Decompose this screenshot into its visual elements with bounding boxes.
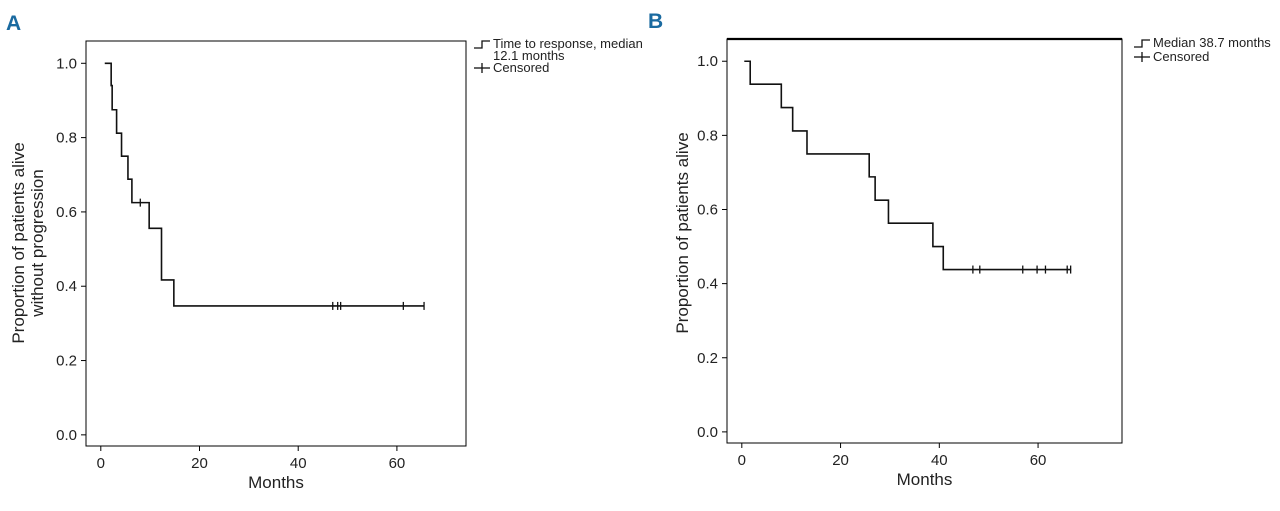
y-tick-label: 0.4 [56,278,77,295]
legend-step-symbol [1134,39,1150,48]
y-tick-label: 1.0 [56,55,77,72]
legend-label: Censored [493,60,549,75]
x-axis-title: Months [897,470,953,489]
x-axis-title: Months [248,473,304,492]
legend-step-symbol [474,40,490,49]
x-tick-label: 0 [97,455,105,472]
legend-label: 12.1 months [493,48,565,63]
legend-label: Time to response, median [493,36,643,51]
y-axis-title: Proportion of patients alive [673,132,692,333]
survival-step-line [744,60,1072,271]
y-tick-label: 0.0 [56,427,77,444]
y-tick-label: 0.6 [697,201,718,218]
legend-label: Censored [1153,49,1209,64]
y-tick-label: 0.2 [56,353,77,370]
y-tick-label: 0.2 [697,350,718,367]
panel-letter: B [648,10,663,33]
y-axis-title-line: Proportion of patients alive [9,142,28,343]
x-tick-label: 20 [191,455,208,472]
x-tick-label: 40 [290,455,307,472]
plot-frame [85,40,467,447]
y-axis-title-line: without progression [28,169,47,317]
x-tick-label: 60 [389,455,406,472]
legend-label: Median 38.7 months [1153,35,1271,50]
plot-frame [726,38,1123,444]
chart-panel-a: A 0.0 0.2 0.4 0.6 0.8 1.0 0 20 40 60 Months Proporti… [6,12,643,492]
y-tick-label: 0.8 [56,130,77,147]
y-tick-label: 1.0 [697,53,718,70]
y-tick-label: 0.0 [697,424,718,441]
y-axis-title-line: Proportion of patients alive [673,132,692,333]
chart-panel-b: B 0.0 0.2 0.4 0.6 0.8 1.0 0 20 40 60 Months Proporti… [648,10,1271,489]
x-tick-label: 0 [738,452,746,469]
y-tick-label: 0.8 [697,127,718,144]
panel-letter: A [6,12,21,35]
y-tick-label: 0.4 [697,276,718,293]
x-tick-label: 20 [832,452,849,469]
x-tick-label: 60 [1030,452,1047,469]
x-tick-label: 40 [931,452,948,469]
y-tick-label: 0.6 [56,204,77,221]
y-axis-title: Proportion of patients alivewithout prog… [9,142,47,343]
survival-step-line [104,62,425,307]
